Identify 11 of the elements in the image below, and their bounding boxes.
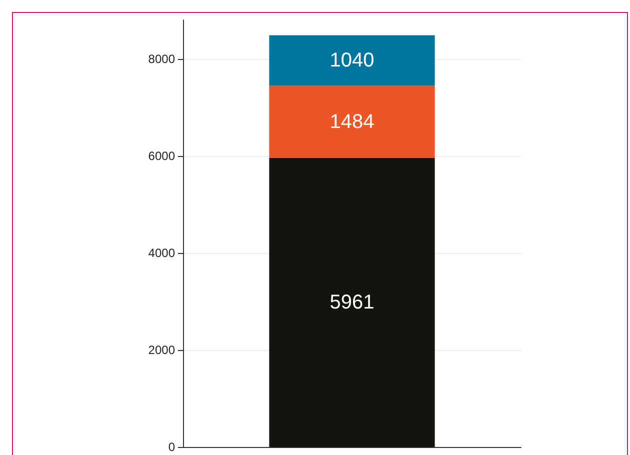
data-label: 1484 <box>330 110 374 133</box>
bar <box>269 86 435 158</box>
y-tick-label: 2000 <box>148 342 176 357</box>
y-tick-label: 6000 <box>148 148 176 163</box>
y-tick-label: 8000 <box>148 52 176 66</box>
bar <box>269 35 435 86</box>
y-tick-label: 0 <box>168 440 176 454</box>
data-label: 5961 <box>330 291 374 314</box>
bar <box>269 158 435 447</box>
data-label: 1040 <box>330 50 374 72</box>
y-tick-label: 4000 <box>148 246 176 260</box>
